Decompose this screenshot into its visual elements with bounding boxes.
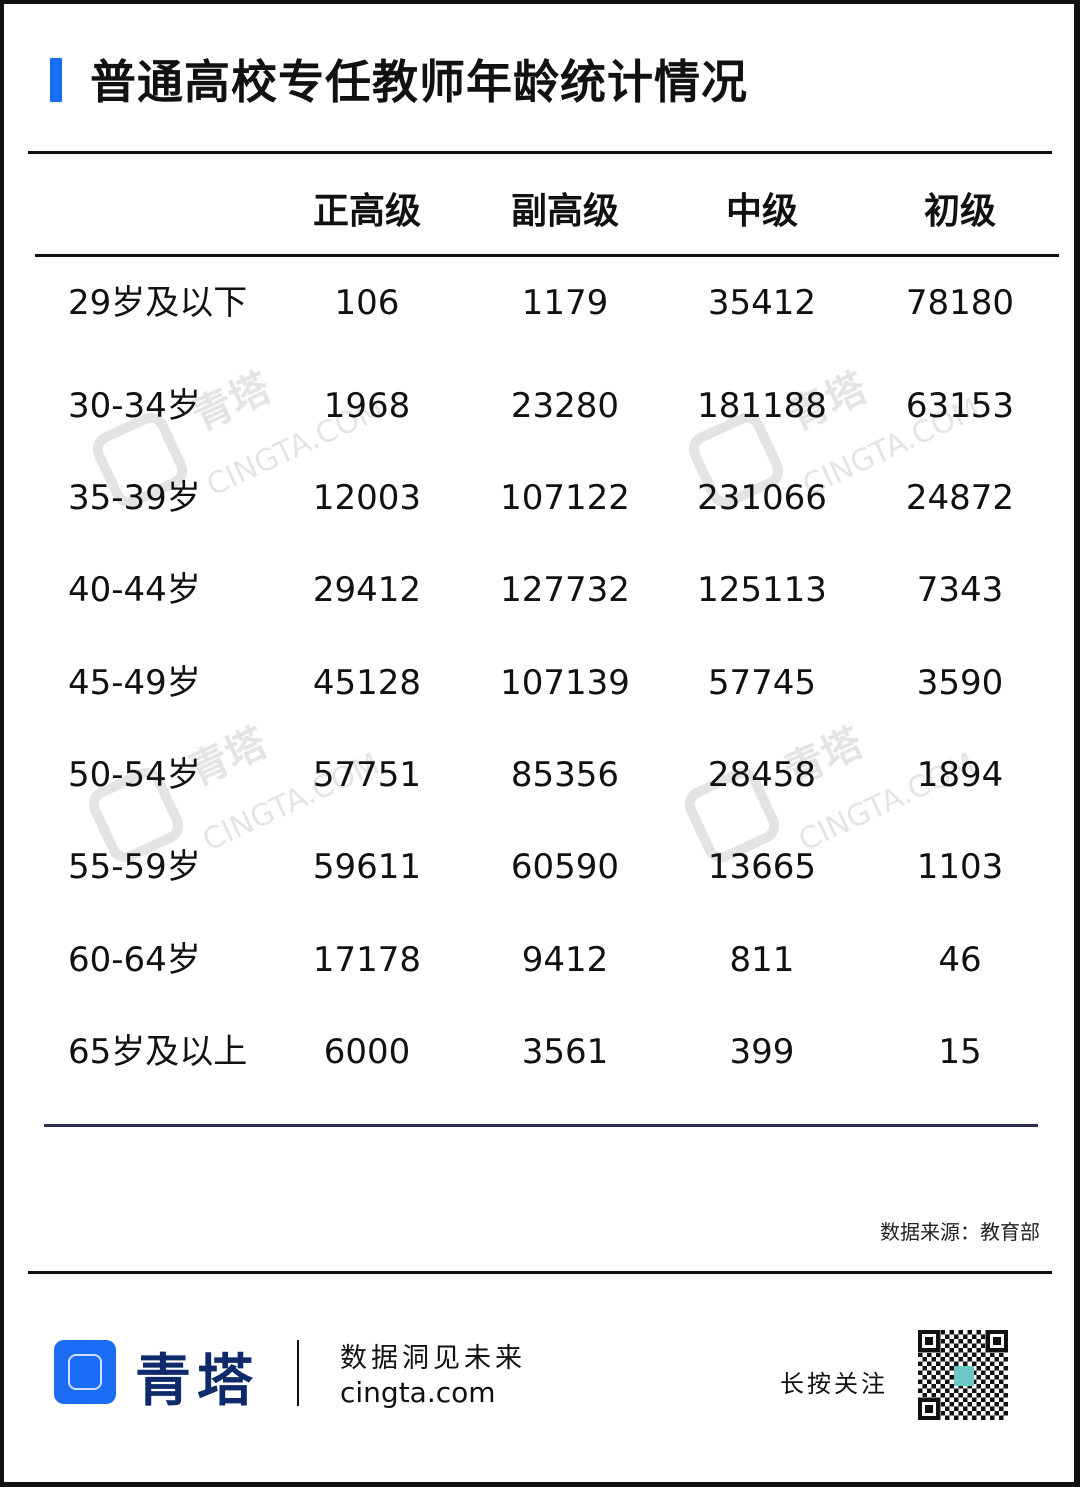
slogan: 数据洞见未来: [340, 1343, 526, 1374]
table-cell: 29412: [312, 570, 422, 610]
table-cell: 3590: [916, 663, 1004, 703]
header-divider: [35, 254, 1059, 257]
column-header: 初级: [923, 191, 996, 232]
table-cell: 231066: [697, 478, 827, 518]
table-cell: 811: [729, 940, 795, 980]
table-cell: 63153: [905, 386, 1015, 426]
table-cell: 6000: [323, 1032, 411, 1072]
table-cell: 15: [938, 1032, 982, 1072]
table-cell: 399: [729, 1032, 795, 1072]
table-cell: 3561: [521, 1032, 609, 1072]
table-cell: 85356: [510, 755, 620, 795]
table-cell: 181188: [697, 386, 827, 426]
table-cell: 107122: [500, 478, 630, 518]
divider: [44, 1124, 1038, 1127]
table-cell: 45128: [312, 663, 422, 703]
website-link[interactable]: cingta.com: [340, 1376, 496, 1409]
table-cell: 1103: [916, 847, 1004, 887]
table-cell: 17178: [312, 940, 422, 980]
row-label: 40-44岁: [68, 570, 201, 610]
row-label: 35-39岁: [68, 478, 201, 518]
table-cell: 57751: [312, 755, 422, 795]
table-cell: 1894: [916, 755, 1004, 795]
table-cell: 57745: [707, 663, 817, 703]
table-cell: 35412: [707, 283, 817, 323]
table-cell: 78180: [905, 283, 1015, 323]
brand-logo-icon: [54, 1340, 116, 1404]
column-header: 副高级: [510, 191, 619, 232]
row-label: 55-59岁: [68, 847, 201, 887]
column-header: 正高级: [312, 191, 421, 232]
table-cell: 106: [334, 283, 400, 323]
table-cell: 9412: [521, 940, 609, 980]
divider: [28, 1271, 1052, 1274]
row-label: 65岁及以上: [68, 1032, 248, 1072]
source-note: 数据来源：教育部: [880, 1220, 1040, 1244]
qr-code-icon[interactable]: [918, 1330, 1008, 1420]
table-cell: 59611: [312, 847, 422, 887]
table-cell: 12003: [312, 478, 422, 518]
row-label: 45-49岁: [68, 663, 201, 703]
row-label: 50-54岁: [68, 755, 201, 795]
table-cell: 24872: [905, 478, 1015, 518]
table-cell: 1179: [521, 283, 609, 323]
title-accent-bar: [50, 58, 62, 102]
table-cell: 125113: [697, 570, 827, 610]
column-header: 中级: [725, 191, 798, 232]
table-cell: 60590: [510, 847, 620, 887]
page-title: 普通高校专任教师年龄统计情况: [90, 55, 748, 109]
table-cell: 28458: [707, 755, 817, 795]
row-label: 29岁及以下: [68, 283, 248, 323]
row-label: 60-64岁: [68, 940, 201, 980]
table-cell: 23280: [510, 386, 620, 426]
follow-prompt: 长按关注: [780, 1370, 888, 1398]
row-label: 30-34岁: [68, 386, 201, 426]
table-cell: 1968: [323, 386, 411, 426]
divider: [28, 151, 1052, 154]
table-cell: 13665: [707, 847, 817, 887]
table-cell: 46: [938, 940, 982, 980]
table-cell: 7343: [916, 570, 1004, 610]
table-cell: 107139: [500, 663, 630, 703]
table-cell: 127732: [500, 570, 630, 610]
brand-name: 青塔: [135, 1348, 259, 1414]
footer-separator: [297, 1340, 299, 1406]
